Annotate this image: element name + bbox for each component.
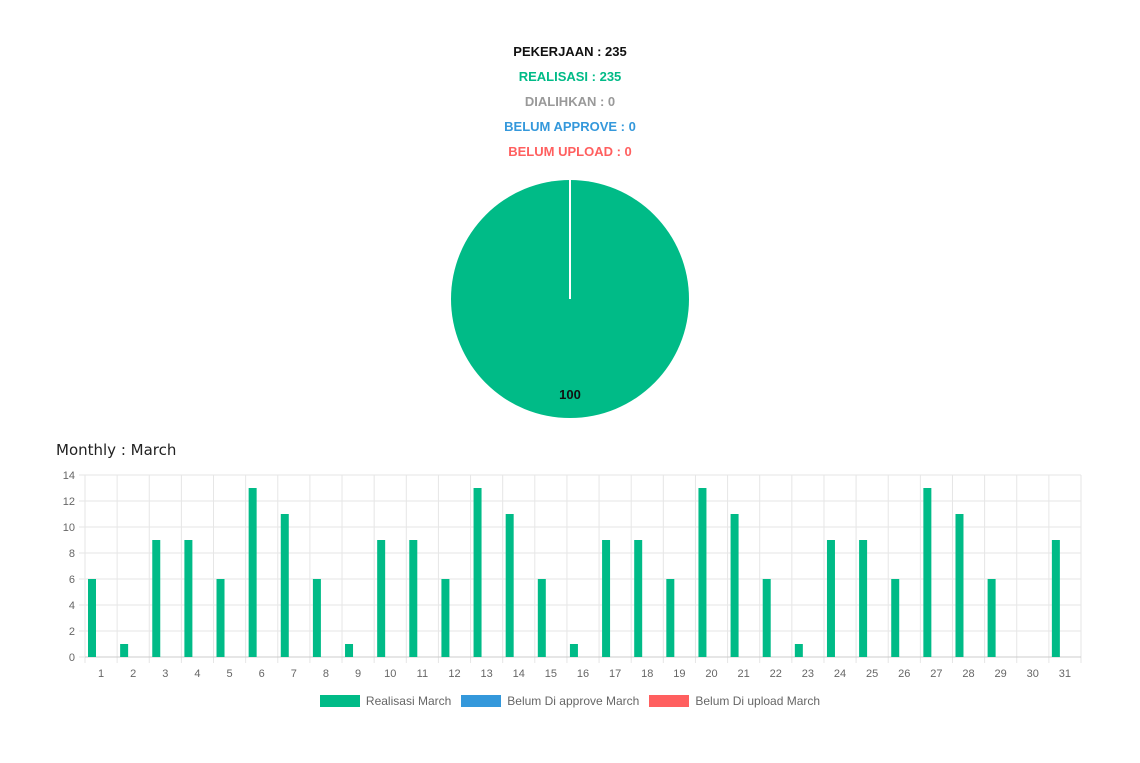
x-tick-label: 15 (545, 668, 557, 680)
bar (345, 644, 354, 657)
y-tick-label: 0 (69, 652, 75, 664)
bar (441, 579, 450, 657)
bar (312, 579, 321, 657)
bar (537, 579, 546, 657)
bar (409, 540, 418, 657)
bar (794, 644, 803, 657)
x-tick-label: 17 (609, 668, 621, 680)
bar (216, 579, 225, 657)
bar (987, 579, 996, 657)
pie-data-label: 100 (559, 387, 581, 402)
bar (923, 488, 932, 657)
x-tick-label: 13 (480, 668, 492, 680)
x-tick-label: 20 (705, 668, 717, 680)
x-tick-label: 27 (930, 668, 942, 680)
bar (377, 540, 386, 657)
legend-swatch (319, 695, 360, 707)
chart-legend: Realisasi March Belum Di approve March Bel… (0, 694, 1140, 708)
bar (762, 579, 771, 657)
x-tick-label: 10 (384, 668, 396, 680)
bar (859, 540, 868, 657)
x-tick-label: 12 (448, 668, 460, 680)
x-tick-label: 18 (641, 668, 653, 680)
x-tick-label: 6 (259, 668, 265, 680)
x-tick-label: 8 (323, 668, 329, 680)
bar (955, 514, 964, 657)
bar (698, 488, 707, 657)
x-tick-label: 31 (1059, 668, 1071, 680)
y-tick-label: 14 (63, 470, 75, 482)
x-tick-label: 26 (898, 668, 910, 680)
x-tick-label: 9 (355, 668, 361, 680)
x-tick-label: 16 (577, 668, 589, 680)
x-tick-label: 19 (673, 668, 685, 680)
pie-chart: 100 (451, 180, 689, 418)
x-tick-label: 25 (866, 668, 878, 680)
x-tick-label: 14 (513, 668, 525, 680)
legend-swatch (461, 695, 502, 707)
bar (634, 540, 643, 657)
x-tick-label: 21 (738, 668, 750, 680)
legend-item[interactable]: Belum Di approve March (461, 694, 639, 708)
x-tick-label: 11 (417, 668, 428, 680)
x-tick-label: 22 (770, 668, 782, 680)
bar (569, 644, 578, 657)
bar (505, 514, 514, 657)
stat-realisasi: REALISASI : 235 (518, 69, 622, 84)
x-tick-label: 24 (834, 668, 846, 680)
stat-pekerjaan: PEKERJAAN : 235 (513, 44, 627, 59)
x-tick-label: 28 (962, 668, 974, 680)
monthly-title: Monthly : March (56, 441, 177, 459)
summary-stats: PEKERJAAN : 235 REALISASI : 235 DIALIHKA… (0, 44, 1140, 169)
bar (280, 514, 289, 657)
legend-item[interactable]: Belum Di upload March (649, 694, 820, 708)
y-tick-label: 6 (69, 574, 75, 586)
bar (730, 514, 739, 657)
x-tick-label: 5 (227, 668, 233, 680)
x-tick-label: 29 (995, 668, 1007, 680)
bar (184, 540, 193, 657)
legend-label: Realisasi March (365, 694, 452, 708)
stat-dialihkan: DIALIHKAN : 0 (524, 94, 616, 109)
stat-belum-upload: BELUM UPLOAD : 0 (508, 144, 632, 159)
y-tick-label: 2 (69, 626, 75, 638)
y-tick-label: 8 (69, 548, 75, 560)
bar (120, 644, 129, 657)
bar (152, 540, 161, 657)
x-tick-label: 2 (130, 668, 136, 680)
bar (826, 540, 835, 657)
bar (602, 540, 611, 657)
x-tick-label: 4 (194, 668, 200, 680)
stat-belum-approve: BELUM APPROVE : 0 (504, 119, 636, 134)
bar (1051, 540, 1060, 657)
legend-label: Belum Di upload March (695, 694, 821, 708)
y-tick-label: 12 (63, 496, 75, 508)
bar (473, 488, 482, 657)
y-tick-label: 10 (63, 522, 75, 534)
y-tick-label: 4 (69, 600, 75, 612)
bar (891, 579, 900, 657)
legend-item[interactable]: Realisasi March (319, 694, 452, 708)
legend-label: Belum Di approve March (507, 694, 640, 708)
bar (88, 579, 96, 657)
bar (666, 579, 675, 657)
legend-swatch (649, 695, 690, 707)
x-tick-label: 23 (802, 668, 814, 680)
x-tick-label: 7 (291, 668, 297, 680)
x-tick-label: 3 (162, 668, 168, 680)
x-tick-label: 30 (1027, 668, 1039, 680)
bar (248, 488, 257, 657)
x-tick-label: 1 (98, 668, 104, 680)
